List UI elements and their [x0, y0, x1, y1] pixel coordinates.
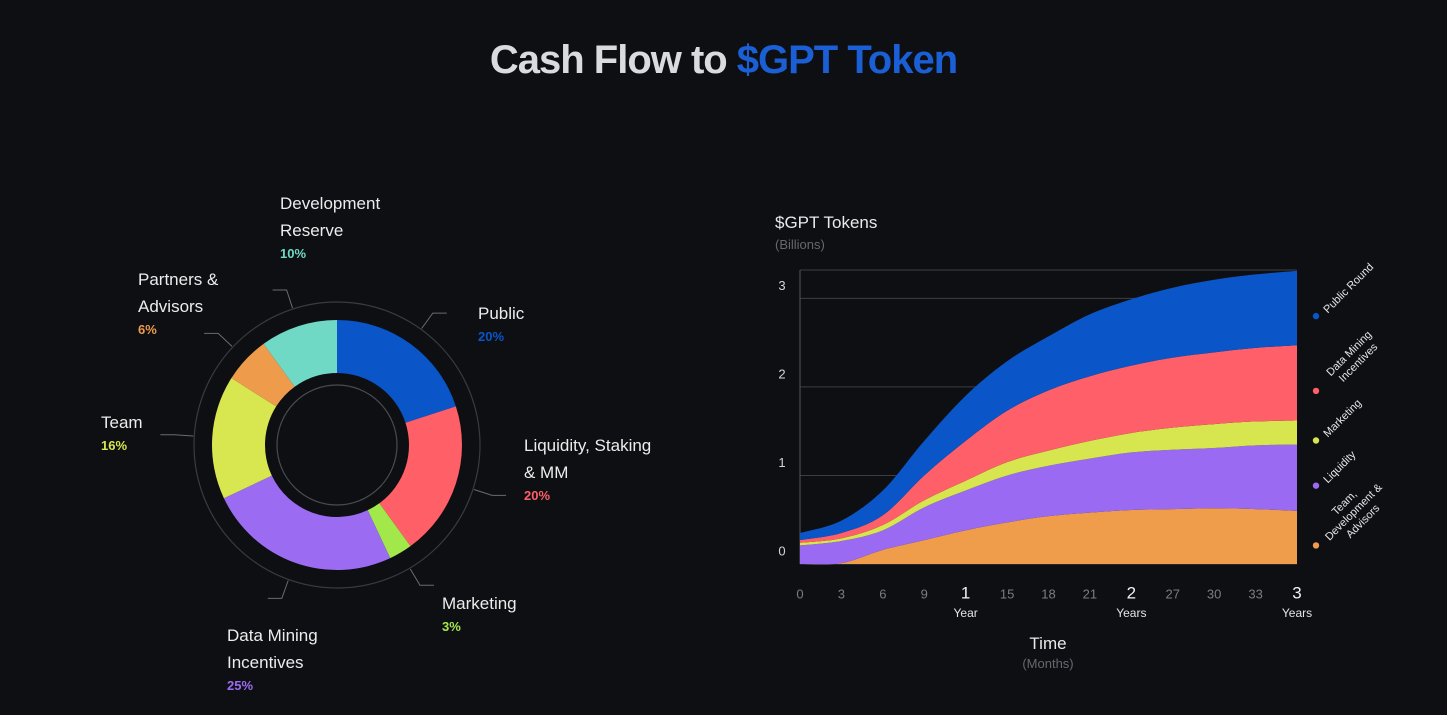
value-label: 10%: [280, 246, 307, 261]
value-label: 6%: [138, 322, 157, 337]
x-tick-label: 33: [1248, 586, 1262, 601]
value-label: 25%: [227, 678, 254, 693]
donut-slice: [263, 320, 337, 387]
category-label: Team: [101, 413, 143, 432]
data-label: Marketing 3%: [442, 590, 572, 634]
data-label: Partners & Advisors 6%: [138, 266, 268, 337]
x-tick-label: 6: [879, 586, 886, 601]
title-text: Cash Flow to: [489, 38, 728, 82]
leader-line: [421, 312, 447, 329]
data-label: Team 16%: [101, 409, 231, 453]
x-tick-label: 3: [838, 586, 845, 601]
legend-dot: [1312, 542, 1320, 549]
leader-line: [473, 489, 507, 496]
category-label: Development Reserve: [280, 194, 381, 240]
data-label: Liquidity, Staking & MM 20%: [524, 432, 654, 503]
area: [800, 508, 1297, 565]
title-highlight: $GPT Token: [736, 38, 958, 82]
x-axis-sublabel: (Months): [1022, 656, 1074, 671]
x-tick-label: 0: [796, 586, 803, 601]
data-label: Public 20%: [478, 300, 608, 344]
area: [800, 270, 1297, 541]
donut-slice: [379, 406, 462, 547]
legend-dot: [1312, 482, 1320, 489]
category-label: Partners & Advisors: [138, 270, 219, 316]
category-label: Marketing: [442, 594, 517, 613]
y-tick-label: 3: [778, 278, 785, 293]
x-tick-sublabel: Years: [1116, 606, 1146, 620]
donut-slice: [337, 320, 456, 423]
x-tick-label: 15: [1000, 586, 1014, 601]
outer-ring: [193, 301, 481, 589]
x-tick-sublabel: Year: [954, 606, 978, 620]
x-tick-label: 9: [921, 586, 928, 601]
value-label: 16%: [101, 438, 128, 453]
x-tick-label: 27: [1166, 586, 1180, 601]
data-label: Data Mining Incentives 25%: [227, 622, 357, 693]
y-axis-sublabel: (Billions): [775, 237, 825, 252]
category-label: Liquidity, Staking & MM: [524, 436, 652, 482]
value-label: 20%: [524, 488, 551, 503]
x-tick-label: 18: [1041, 586, 1055, 601]
legend-dot: [1312, 437, 1320, 444]
y-tick-label: 1: [778, 455, 785, 470]
value-label: 3%: [442, 619, 461, 634]
leader-line: [204, 332, 233, 347]
legend-dot: [1312, 312, 1320, 320]
title: Cash Flow to $GPT Token: [0, 38, 1447, 83]
area: [800, 444, 1297, 565]
leader-line: [267, 580, 289, 599]
x-tick-label: 2: [1127, 583, 1136, 602]
data-label: Development Reserve 10%: [280, 190, 410, 261]
category-label: Data Mining Incentives: [227, 626, 318, 672]
y-tick-label: 2: [778, 366, 785, 381]
x-tick-sublabel: Years: [1282, 606, 1312, 620]
area: [800, 420, 1297, 546]
x-tick-label: 30: [1207, 586, 1221, 601]
donut-slice: [231, 343, 295, 407]
leader-line: [160, 434, 194, 437]
donut-slice: [212, 378, 277, 499]
leader-line: [272, 289, 293, 309]
x-axis-label: Time: [1029, 634, 1067, 653]
x-tick-label: 3: [1292, 583, 1301, 602]
donut-slice: [223, 475, 391, 570]
inner-ring: [276, 384, 398, 506]
category-label: Public: [478, 304, 525, 323]
value-label: 20%: [478, 329, 505, 344]
y-tick-label: 0: [778, 543, 785, 558]
donut-slice: [367, 503, 411, 559]
legend-dot: [1312, 387, 1320, 395]
y-axis-label: $GPT Tokens: [775, 213, 878, 232]
area: [800, 345, 1297, 543]
leader-line: [409, 568, 434, 586]
x-tick-label: 1: [961, 583, 970, 602]
x-tick-label: 21: [1083, 586, 1097, 601]
